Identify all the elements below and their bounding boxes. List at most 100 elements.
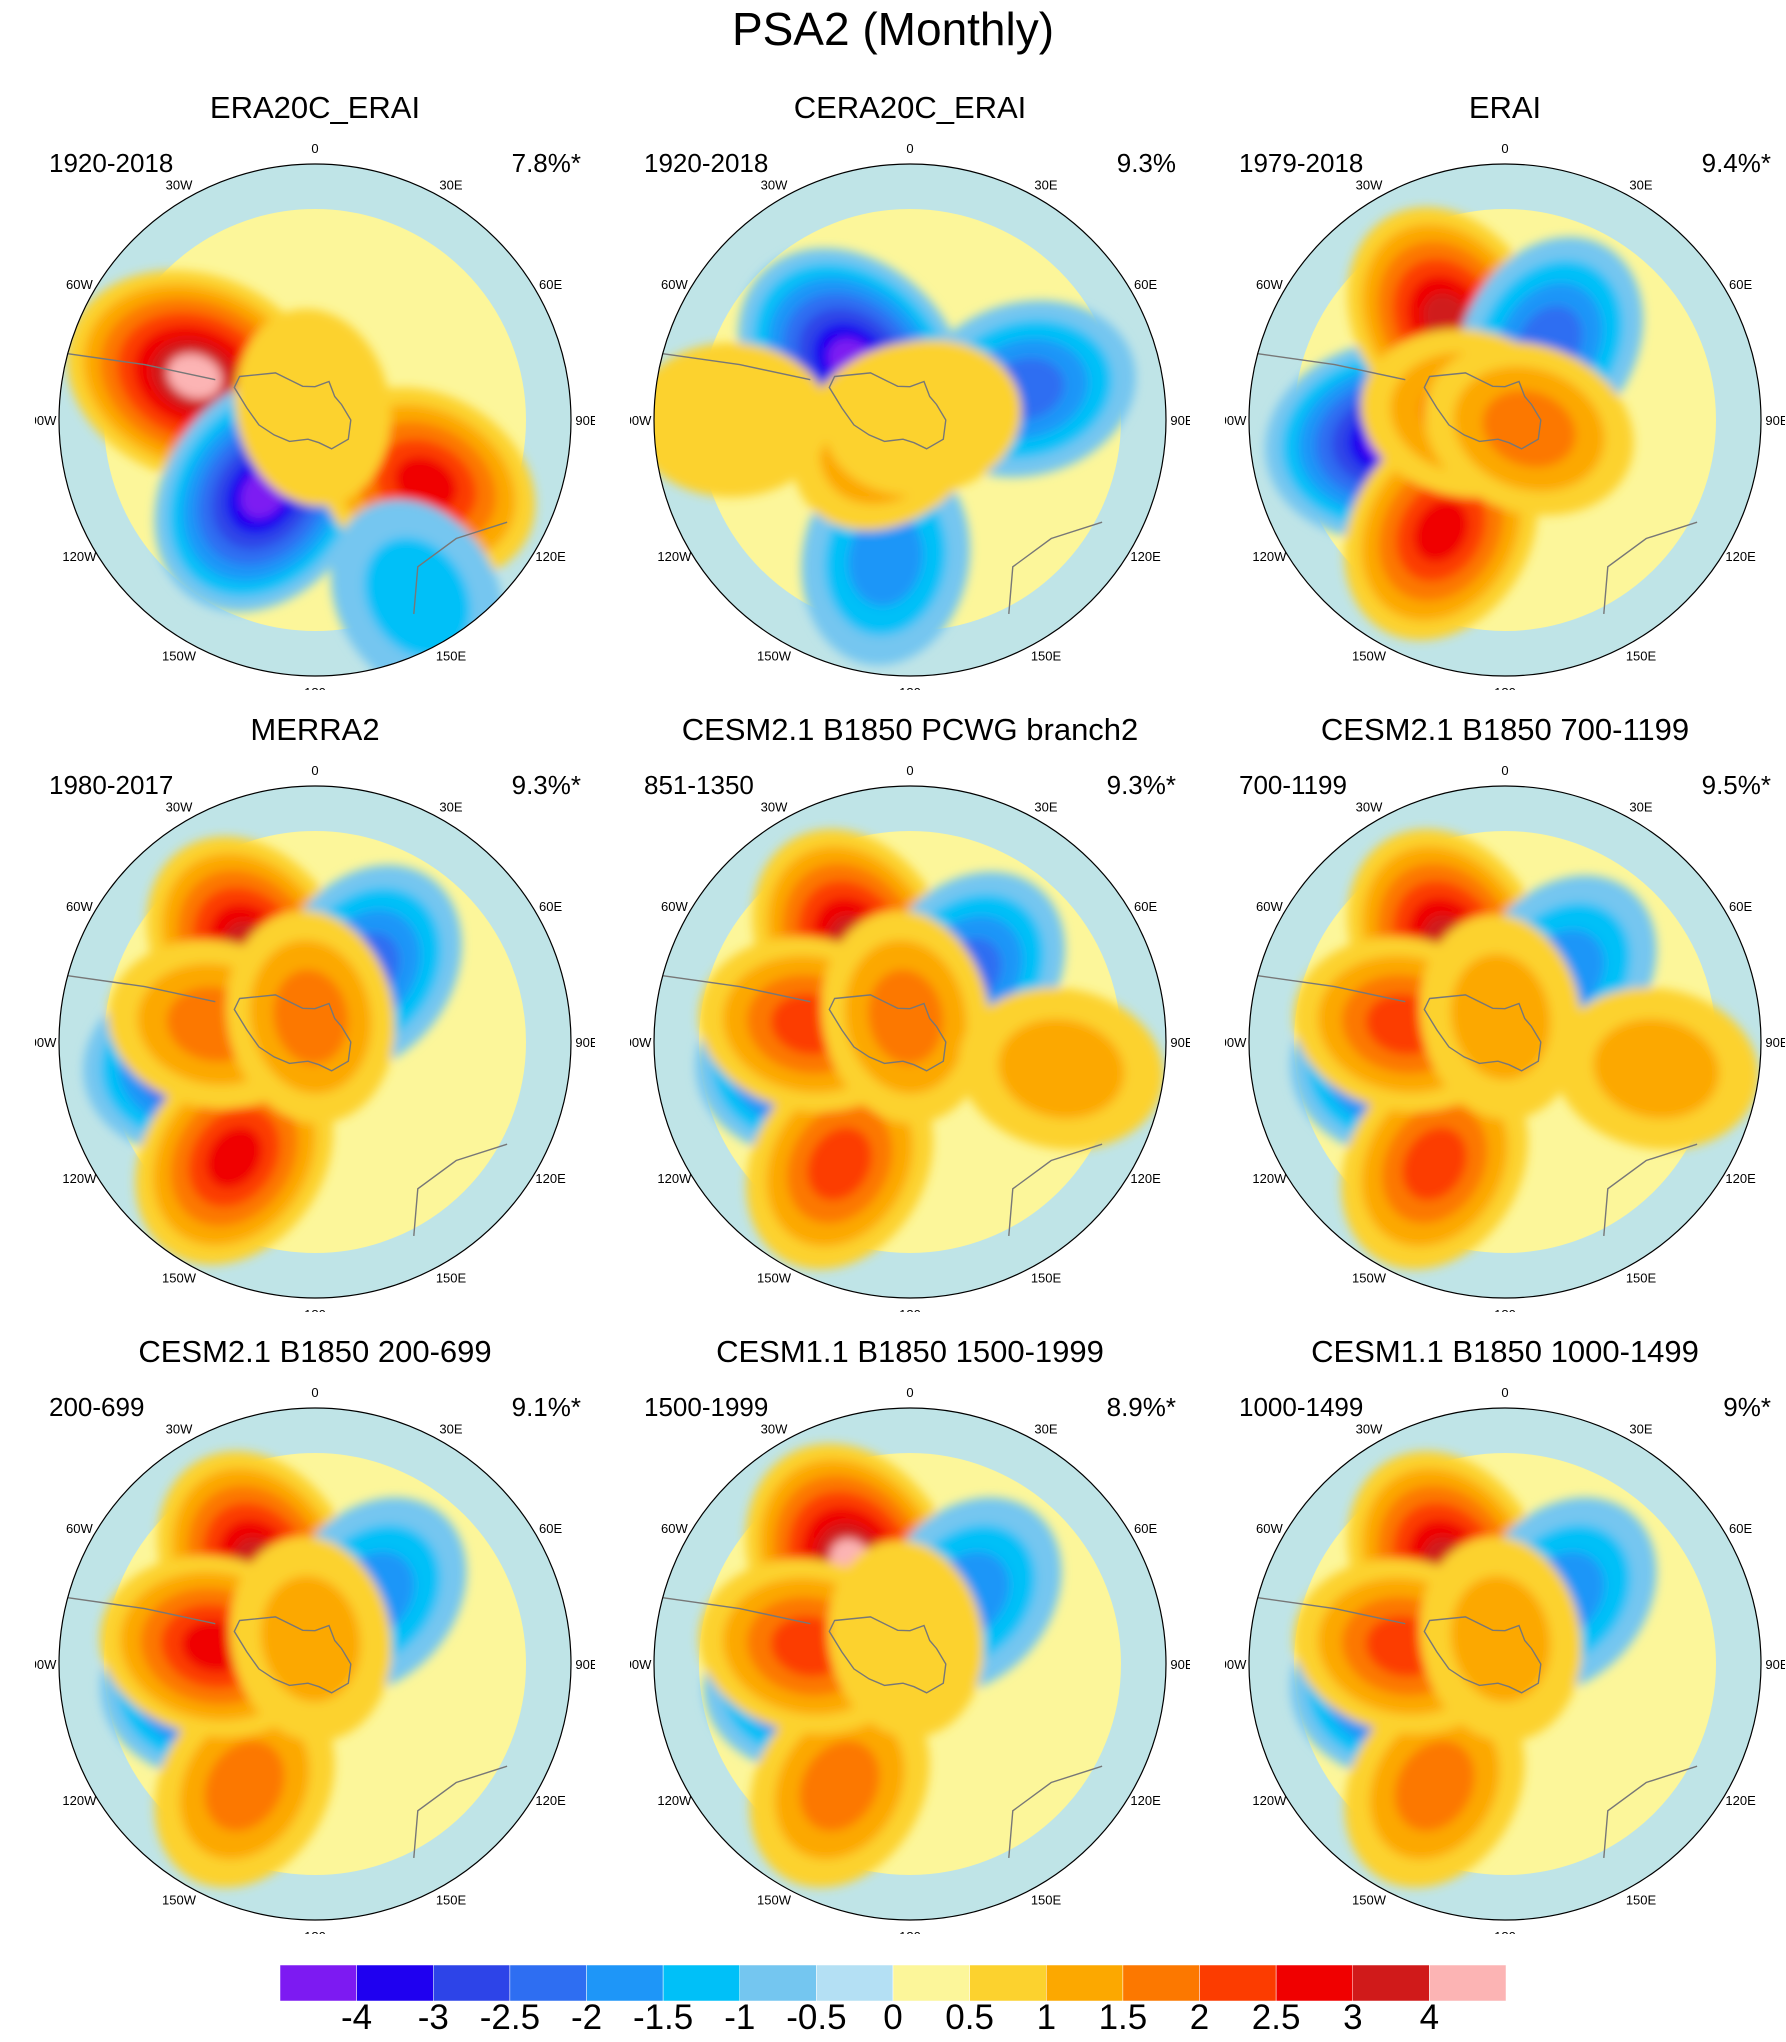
anomaly-contour bbox=[1413, 499, 1469, 563]
longitude-label: 0 bbox=[1501, 1385, 1508, 1400]
longitude-label: 90E bbox=[575, 1035, 595, 1050]
longitude-label: 60E bbox=[1134, 899, 1157, 914]
panel-period: 1000-1499 bbox=[1239, 1392, 1364, 1422]
polar-map: 0 30E 60E 90E 120E 150E 180 150W 120W 90W 60W 30W bbox=[630, 763, 1190, 1312]
longitude-label: 60E bbox=[1729, 1521, 1752, 1536]
australia-coastline bbox=[1603, 1143, 1698, 1236]
longitude-label: 120E bbox=[535, 549, 566, 564]
anomaly-contour bbox=[273, 969, 349, 1065]
colorbar-swatch bbox=[1429, 1965, 1506, 2002]
longitude-label: 0 bbox=[311, 141, 318, 156]
australia-coastline bbox=[413, 1765, 508, 1858]
south-america-coastline bbox=[662, 1597, 811, 1625]
polar-map: 0 30E 60E 90E 120E 150E 180 150W 120W 90W 60W 30W bbox=[35, 141, 595, 690]
anomaly-contour bbox=[824, 339, 1022, 496]
longitude-label: 90W bbox=[1225, 1657, 1247, 1672]
longitude-label: 60W bbox=[66, 277, 93, 292]
longitude-label: 90W bbox=[630, 1035, 652, 1050]
longitude-label: 90E bbox=[1765, 413, 1785, 428]
longitude-label: 150W bbox=[757, 649, 792, 664]
antarctica-coastline bbox=[828, 372, 947, 450]
longitude-label: 0 bbox=[906, 763, 913, 778]
panel-variance: 9%* bbox=[1723, 1392, 1771, 1422]
longitude-label: 60E bbox=[1729, 277, 1752, 292]
australia-coastline bbox=[413, 1143, 508, 1236]
polar-map: 0 30E 60E 90E 120E 150E 180 150W 120W 90W 60W 30W bbox=[630, 1385, 1190, 1934]
panel-period: 700-1199 bbox=[1239, 770, 1347, 800]
longitude-label: 30W bbox=[166, 1421, 193, 1436]
longitude-label: 30W bbox=[166, 799, 193, 814]
longitude-label: 30E bbox=[1629, 1421, 1652, 1436]
longitude-label: 30W bbox=[1356, 799, 1383, 814]
anomaly-contour bbox=[1482, 390, 1576, 468]
longitude-label: 180 bbox=[1494, 1307, 1516, 1312]
colorbar-swatch bbox=[1199, 1965, 1277, 2002]
longitude-label: 60E bbox=[539, 1521, 562, 1536]
south-america-coastline bbox=[1257, 353, 1406, 381]
colorbar bbox=[280, 1965, 1506, 2002]
map-panel: 0 30E 60E 90E 120E 150E 180 150W 120W 90W 60W 30W CE… bbox=[35, 1334, 595, 1934]
longitude-label: 150E bbox=[1031, 649, 1062, 664]
longitude-label: 30E bbox=[439, 177, 462, 192]
panel-variance: 9.3% bbox=[1116, 148, 1176, 178]
longitude-label: 0 bbox=[311, 763, 318, 778]
longitude-label: 120E bbox=[1130, 1793, 1161, 1808]
panel-period: 200-699 bbox=[49, 1392, 145, 1422]
longitude-label: 180 bbox=[899, 1929, 921, 1934]
colorbar-swatch bbox=[739, 1965, 817, 2002]
longitude-label: 90W bbox=[35, 1035, 57, 1050]
longitude-label: 120W bbox=[1252, 1793, 1287, 1808]
anomaly-contour bbox=[848, 511, 924, 607]
panel-period: 1979-2018 bbox=[1239, 148, 1364, 178]
longitude-label: 0 bbox=[906, 1385, 913, 1400]
longitude-label: 0 bbox=[1501, 763, 1508, 778]
panel-title: CESM1.1 B1850 1500-1999 bbox=[716, 1334, 1104, 1369]
longitude-label: 30E bbox=[1034, 177, 1057, 192]
map-border bbox=[653, 785, 1167, 1299]
antarctica-coastline bbox=[828, 994, 947, 1072]
longitude-label: 180 bbox=[899, 1307, 921, 1312]
polar-map: 0 30E 60E 90E 120E 150E 180 150W 120W 90W 60W 30W bbox=[1225, 1385, 1785, 1934]
colorbar-tick-label: -4 bbox=[341, 1998, 373, 2037]
figure-title: PSA2 (Monthly) bbox=[731, 3, 1055, 55]
colorbar-swatch bbox=[969, 1965, 1047, 2002]
map-panel: 0 30E 60E 90E 120E 150E 180 150W 120W 90W 60W 30W CE… bbox=[1225, 712, 1785, 1312]
australia-coastline bbox=[1008, 1143, 1103, 1236]
longitude-label: 120E bbox=[535, 1793, 566, 1808]
anomaly-contour bbox=[868, 969, 944, 1065]
longitude-label: 90E bbox=[1170, 413, 1190, 428]
longitude-label: 120W bbox=[62, 1171, 97, 1186]
longitude-label: 180 bbox=[304, 685, 326, 690]
longitude-label: 90E bbox=[1170, 1657, 1190, 1672]
antarctica-coastline bbox=[1423, 1616, 1542, 1694]
longitude-label: 180 bbox=[1494, 685, 1516, 690]
polar-map: 0 30E 60E 90E 120E 150E 180 150W 120W 90W 60W 30W bbox=[35, 763, 595, 1312]
colorbar-swatch bbox=[1046, 1965, 1124, 2002]
anomaly-contour bbox=[1394, 1740, 1475, 1832]
panel-period: 1500-1999 bbox=[644, 1392, 769, 1422]
map-border bbox=[653, 163, 1167, 677]
longitude-label: 150E bbox=[1626, 649, 1657, 664]
map-border bbox=[1248, 163, 1762, 677]
map-border bbox=[653, 1407, 1167, 1921]
map-border bbox=[58, 1407, 572, 1921]
panel-title: CESM2.1 B1850 700-1199 bbox=[1320, 712, 1690, 747]
colorbar-tick-label: 1.5 bbox=[1098, 1998, 1148, 2037]
australia-coastline bbox=[1603, 1765, 1698, 1858]
panel-title: ERA20C_ERAI bbox=[209, 90, 421, 125]
longitude-label: 120E bbox=[1725, 549, 1756, 564]
longitude-label: 60W bbox=[66, 899, 93, 914]
antarctica-coastline bbox=[1423, 994, 1542, 1072]
colorbar-tick-label: 2.5 bbox=[1251, 1998, 1301, 2037]
longitude-label: 120W bbox=[1252, 549, 1287, 564]
longitude-label: 120W bbox=[657, 1793, 692, 1808]
longitude-label: 90W bbox=[630, 1657, 652, 1672]
colorbar-tick-label: -1 bbox=[724, 1998, 756, 2037]
colorbar-tick-label: -0.5 bbox=[786, 1998, 847, 2037]
longitude-label: 120E bbox=[1130, 1171, 1161, 1186]
map-panel: 0 30E 60E 90E 120E 150E 180 150W 120W 90W 60W 30W CE… bbox=[630, 1334, 1190, 1934]
australia-coastline bbox=[1008, 1765, 1103, 1858]
colorbar-swatch bbox=[356, 1965, 434, 2002]
longitude-label: 90E bbox=[575, 1657, 595, 1672]
longitude-label: 60W bbox=[1256, 1521, 1283, 1536]
